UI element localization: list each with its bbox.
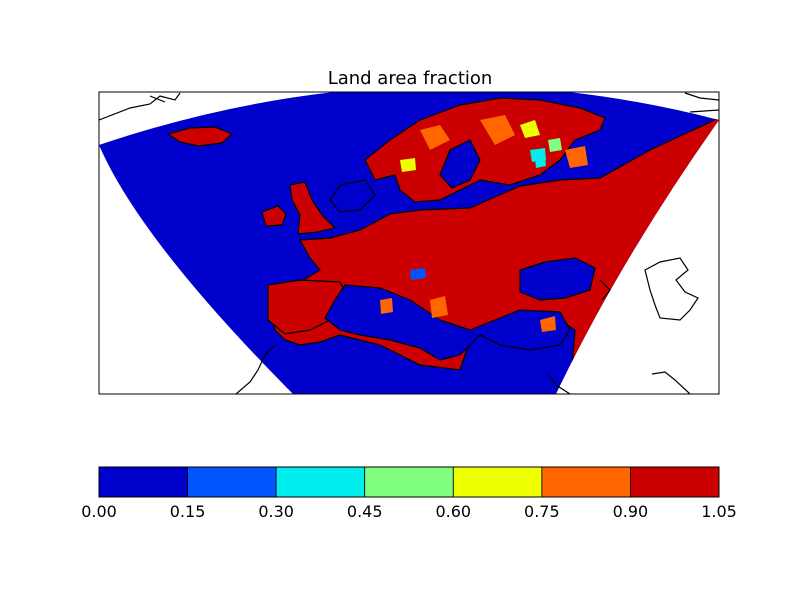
land-mass-great-britain — [289, 181, 337, 235]
sea-baltic — [439, 139, 481, 189]
colorbar-tick-label: 0.90 — [613, 502, 649, 521]
colorbar-swatch — [187, 466, 277, 498]
colorbar-tick-label: 0.00 — [81, 502, 117, 521]
colorbar-swatch — [630, 466, 720, 498]
coastline-novaya-zemlya — [684, 92, 719, 113]
colorbar-tick-label: 1.05 — [701, 502, 737, 521]
colorbar-tick-label: 0.45 — [347, 502, 383, 521]
land-mass-iceland — [166, 126, 234, 147]
map-frame — [98, 91, 720, 395]
land-fraction-speckles — [380, 115, 588, 332]
colorbar-swatch — [364, 466, 454, 498]
colorbar-tick-label: 0.60 — [435, 502, 471, 521]
land-mass-ireland — [261, 205, 287, 227]
colorbar: 0.00 0.15 0.30 0.45 0.60 0.75 0.90 1.05 — [81, 466, 737, 521]
colorbar-ticks: 0.00 0.15 0.30 0.45 0.60 0.75 0.90 1.05 — [81, 502, 737, 521]
map-title: Land area fraction — [328, 68, 493, 89]
coastline-greenland — [99, 92, 181, 121]
colorbar-swatches — [98, 466, 720, 498]
colorbar-tick-label: 0.15 — [170, 502, 206, 521]
colorbar-swatch — [275, 466, 366, 498]
coastline-africa-west — [235, 344, 276, 394]
outside-coastlines — [99, 92, 719, 394]
sea-black-sea — [519, 257, 596, 301]
colorbar-tick-label: 0.75 — [524, 502, 560, 521]
colorbar-swatch — [452, 466, 543, 498]
coastline-caspian — [644, 257, 699, 321]
sea-north — [329, 179, 376, 213]
colorbar-swatch — [98, 466, 188, 498]
coastline-east-anatolia — [599, 279, 691, 394]
colorbar-tick-label: 0.30 — [258, 502, 294, 521]
map-panel — [98, 91, 720, 395]
land-mass-scandinavia — [364, 97, 606, 203]
coastline-red-sea — [547, 373, 571, 394]
colorbar-swatch — [541, 466, 631, 498]
colorbar-frame — [98, 466, 720, 498]
